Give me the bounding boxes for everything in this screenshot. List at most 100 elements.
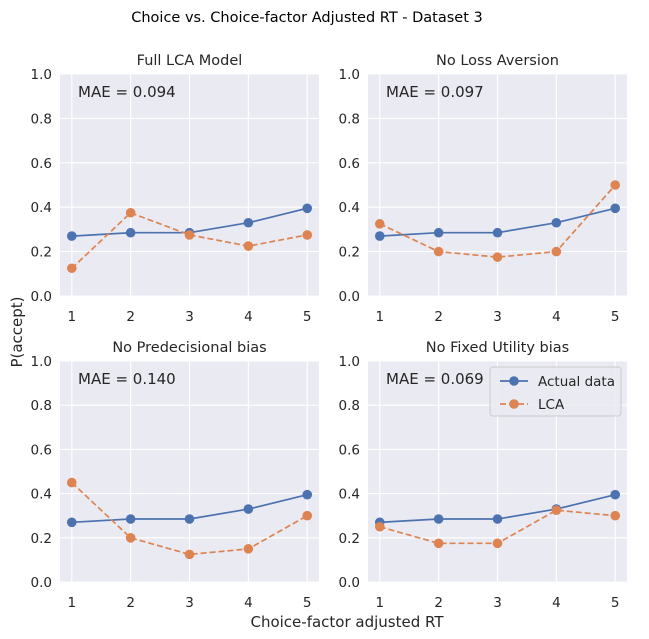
data-point-lca <box>302 230 313 240</box>
data-point-lca <box>610 510 621 521</box>
data-point-actual <box>433 514 444 524</box>
data-point-lca <box>433 538 444 549</box>
x-tick-label: 4 <box>552 595 561 611</box>
mae-annotation: MAE = 0.097 <box>386 83 484 101</box>
data-point-actual <box>492 514 503 524</box>
data-point-lca <box>243 544 254 554</box>
data-point-lca <box>66 263 77 274</box>
series-line-lca <box>379 184 616 258</box>
figure-xlabel: Choice-factor adjusted RT <box>250 613 444 631</box>
y-tick-label: 0.4 <box>31 200 52 216</box>
data-point-lca <box>184 549 195 560</box>
data-point-actual <box>610 203 621 214</box>
y-tick-label: 0.6 <box>339 442 360 458</box>
y-tick-label: 0.0 <box>339 575 360 591</box>
panels: 0.0 0.2 0.4 0.6 0.8 1.0 1 2 3 4 5 Full LCA Model MAE… <box>31 53 627 611</box>
x-tick-label: 2 <box>434 595 443 611</box>
panel-title: No Fixed Utility bias <box>426 340 569 356</box>
data-point-actual <box>302 489 313 500</box>
y-tick-label: 0.0 <box>31 575 52 591</box>
x-tick-label: 5 <box>303 595 312 611</box>
panel-title: No Predecisional bias <box>112 340 266 356</box>
figure-ylabel: P(accept) <box>8 296 26 367</box>
x-tick-label: 1 <box>375 309 384 325</box>
x-tick-label: 4 <box>244 309 253 325</box>
y-tick-label: 0.2 <box>31 245 52 261</box>
data-point-actual <box>433 227 444 238</box>
y-tick-label: 0.0 <box>339 289 360 305</box>
y-tick-label: 1.0 <box>339 67 360 83</box>
data-point-actual <box>66 517 77 528</box>
mae-annotation: MAE = 0.094 <box>78 83 176 101</box>
y-tick-label: 0.4 <box>339 200 360 216</box>
y-tick-label: 1.0 <box>339 354 360 370</box>
data-point-lca <box>551 246 562 257</box>
legend-marker <box>509 376 519 386</box>
x-tick-label: 3 <box>493 309 502 325</box>
x-tick-label: 3 <box>185 309 194 325</box>
figure-suptitle: Choice vs. Choice-factor Adjusted RT - D… <box>131 10 483 26</box>
x-tick-label: 3 <box>493 595 502 611</box>
y-tick-label: 0.6 <box>31 156 52 172</box>
y-tick-label: 0.2 <box>31 531 52 547</box>
y-tick-label: 0.8 <box>339 111 360 127</box>
data-point-lca <box>492 538 503 549</box>
data-point-lca <box>492 252 503 262</box>
legend-marker <box>509 399 519 409</box>
y-tick-label: 0.4 <box>339 487 360 503</box>
x-tick-label: 1 <box>67 595 76 611</box>
x-tick-label: 2 <box>126 309 135 325</box>
data-point-lca <box>125 533 136 543</box>
data-point-actual <box>551 217 562 228</box>
y-tick-label: 1.0 <box>31 354 52 370</box>
chart-panel: 0.0 0.2 0.4 0.6 0.8 1.0 1 2 3 4 5 No Fixed Utility … <box>339 340 627 611</box>
mae-annotation: MAE = 0.140 <box>78 370 176 388</box>
y-tick-label: 0.0 <box>31 289 52 305</box>
data-point-lca <box>374 219 385 229</box>
y-tick-label: 0.2 <box>339 245 360 261</box>
panel-title: No Loss Aversion <box>436 53 559 69</box>
y-tick-label: 0.4 <box>31 487 52 503</box>
x-tick-label: 5 <box>611 595 620 611</box>
x-tick-label: 1 <box>67 309 76 325</box>
data-point-actual <box>492 227 503 238</box>
x-tick-label: 5 <box>611 309 620 325</box>
y-tick-label: 1.0 <box>31 67 52 83</box>
x-tick-label: 2 <box>434 309 443 325</box>
x-tick-label: 5 <box>303 309 312 325</box>
data-point-lca <box>302 510 313 521</box>
y-tick-label: 0.8 <box>31 111 52 127</box>
x-tick-label: 4 <box>552 309 561 325</box>
y-tick-label: 0.8 <box>31 398 52 414</box>
data-point-actual <box>66 231 77 241</box>
chart-panel: 0.0 0.2 0.4 0.6 0.8 1.0 1 2 3 4 5 Full LCA Model MAE… <box>31 53 319 325</box>
chart-panel: 0.0 0.2 0.4 0.6 0.8 1.0 1 2 3 4 5 No Loss Aversion M… <box>339 53 627 325</box>
x-tick-label: 3 <box>185 595 194 611</box>
x-tick-label: 4 <box>244 595 253 611</box>
data-point-actual <box>374 231 385 241</box>
y-tick-label: 0.6 <box>339 156 360 172</box>
data-point-actual <box>302 203 313 214</box>
data-point-lca <box>551 505 562 515</box>
chart-panel: 0.0 0.2 0.4 0.6 0.8 1.0 1 2 3 4 5 No Predecisional … <box>31 340 319 611</box>
data-point-lca <box>243 241 254 251</box>
data-point-lca <box>433 246 444 257</box>
data-point-actual <box>243 217 254 228</box>
data-point-actual <box>610 489 621 500</box>
panel-title: Full LCA Model <box>137 53 243 69</box>
data-point-lca <box>374 521 385 532</box>
mae-annotation: MAE = 0.069 <box>386 370 484 388</box>
data-point-actual <box>243 504 254 514</box>
data-point-lca <box>610 180 621 190</box>
data-point-lca <box>125 207 136 218</box>
data-point-actual <box>184 514 195 524</box>
x-tick-label: 2 <box>126 595 135 611</box>
data-point-actual <box>125 514 136 524</box>
data-point-actual <box>125 227 136 238</box>
data-point-lca <box>66 477 77 488</box>
legend-label: Actual data <box>538 374 615 390</box>
data-point-lca <box>184 230 195 240</box>
y-tick-label: 0.6 <box>31 442 52 458</box>
legend-label: LCA <box>538 397 565 413</box>
